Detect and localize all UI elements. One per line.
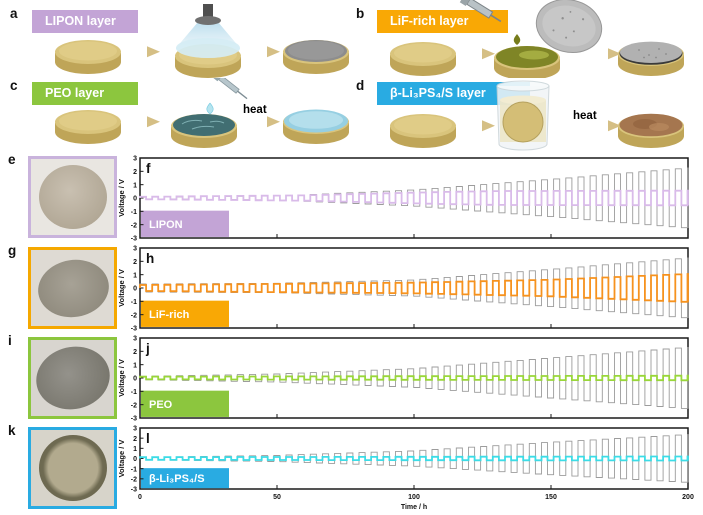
svg-text:0: 0 [133, 286, 137, 293]
svg-text:2: 2 [133, 169, 137, 176]
svg-text:-1: -1 [131, 209, 137, 216]
process-a-graphic [55, 4, 349, 78]
process-c-graphic [55, 78, 349, 148]
svg-text:1: 1 [133, 362, 137, 369]
svg-text:-2: -2 [131, 402, 137, 409]
panel-letter-g: g [8, 243, 17, 258]
svg-text:3: 3 [133, 156, 137, 163]
slurry-drop-icon [513, 34, 521, 45]
dropper-icon [212, 78, 248, 100]
svg-text:200: 200 [682, 494, 694, 501]
svg-text:2: 2 [133, 349, 137, 356]
svg-text:l: l [146, 431, 150, 446]
step-arrow-icon [589, 120, 621, 132]
sputter-gun-icon [176, 4, 240, 58]
beaker-icon [496, 80, 550, 151]
svg-text:2: 2 [133, 259, 137, 266]
svg-text:-3: -3 [131, 326, 137, 333]
speckle-texture [638, 48, 667, 59]
layer-label-peo: PEO layer [32, 82, 138, 105]
svg-text:-3: -3 [131, 236, 137, 242]
pellet-image [31, 340, 114, 416]
pellet-photo-lipon [28, 156, 117, 238]
process-d-graphic [390, 80, 684, 151]
panel-letter-d: d [356, 78, 365, 93]
svg-text:100: 100 [408, 494, 420, 501]
svg-text:2: 2 [133, 436, 137, 443]
water-drop-icon [206, 102, 214, 115]
svg-text:3: 3 [133, 426, 137, 433]
pellet-icon [390, 42, 456, 76]
layer-label-lps: β-Li₃PS₄/S layer [377, 82, 530, 105]
svg-text:-3: -3 [131, 416, 137, 423]
voltage-chart-peo: PEO 3 2 1 0 -1 -2 -3 Voltage / V j [118, 336, 689, 423]
svg-text:-2: -2 [131, 476, 137, 483]
heat-label-c: heat [243, 104, 267, 116]
layer-label-lif-rich: LiF-rich layer [377, 10, 508, 33]
svg-text:0: 0 [133, 196, 137, 203]
panel-letter-b: b [356, 6, 365, 21]
svg-text:Voltage / V: Voltage / V [118, 269, 126, 307]
panel-letter-a: a [10, 6, 18, 21]
step-arrow-icon [128, 46, 160, 58]
svg-text:1: 1 [133, 182, 137, 189]
svg-text:Voltage / V: Voltage / V [118, 440, 126, 478]
svg-text:-1: -1 [131, 389, 137, 396]
pellet-image [33, 254, 114, 323]
svg-text:LiF-rich: LiF-rich [149, 309, 190, 321]
svg-text:Voltage / V: Voltage / V [118, 179, 126, 217]
svg-text:-3: -3 [131, 487, 137, 494]
voltage-chart-lipon: LIPON 3 2 1 0 -1 -2 -3 Voltage / V f [118, 156, 689, 242]
svg-text:-2: -2 [131, 222, 137, 229]
process-b-graphic [390, 0, 684, 78]
step-arrow-icon [463, 120, 495, 132]
svg-text:PEO: PEO [149, 399, 173, 411]
svg-text:LIPON: LIPON [149, 219, 183, 231]
step-arrow-icon [248, 46, 280, 58]
heat-label-d: heat [573, 110, 597, 122]
step-arrow-icon [589, 48, 621, 60]
layer-label-lipon: LIPON layer [32, 10, 138, 33]
step-arrow-icon [463, 48, 495, 60]
svg-text:3: 3 [133, 336, 137, 343]
panel-letter-i: i [8, 333, 12, 348]
svg-text:0: 0 [133, 456, 137, 463]
pellet-icon [55, 110, 121, 144]
svg-text:Voltage / V: Voltage / V [118, 359, 126, 397]
voltage-chart-lps: β-Li₃PS₄/S 3 2 1 0 -1 -2 -3 Voltage / V 0 50 100 150… [118, 426, 694, 511]
svg-text:-1: -1 [131, 299, 137, 306]
svg-text:1: 1 [133, 272, 137, 279]
svg-text:j: j [145, 341, 150, 356]
foil-disc-icon [535, 0, 603, 53]
panel-letter-k: k [8, 423, 16, 438]
svg-text:150: 150 [545, 494, 557, 501]
pellet-icon [55, 40, 121, 74]
svg-text:-2: -2 [131, 312, 137, 319]
voltage-chart-lif-rich: LiF-rich 3 2 1 0 -1 -2 -3 Voltage / V h [118, 246, 689, 333]
svg-text:1: 1 [133, 446, 137, 453]
panel-letter-e: e [8, 152, 16, 167]
panel-letter-c: c [10, 78, 18, 93]
svg-text:f: f [146, 161, 151, 176]
svg-text:β-Li₃PS₄/S: β-Li₃PS₄/S [149, 473, 205, 485]
svg-text:-1: -1 [131, 466, 137, 473]
svg-text:0: 0 [133, 376, 137, 383]
step-arrow-icon [128, 116, 160, 128]
svg-text:0: 0 [138, 494, 142, 501]
pellet-photo-lps [28, 427, 117, 509]
pellet-icon [390, 114, 456, 148]
svg-text:Time / h: Time / h [401, 504, 427, 511]
svg-text:h: h [146, 251, 154, 266]
pellet-photo-lif-rich [28, 247, 117, 329]
svg-text:3: 3 [133, 246, 137, 253]
pellet-image [39, 165, 107, 229]
svg-text:50: 50 [273, 494, 281, 501]
step-arrow-icon [248, 116, 280, 128]
syringe-icon [459, 0, 502, 23]
pellet-photo-peo [28, 337, 117, 419]
pellet-image [39, 435, 107, 501]
